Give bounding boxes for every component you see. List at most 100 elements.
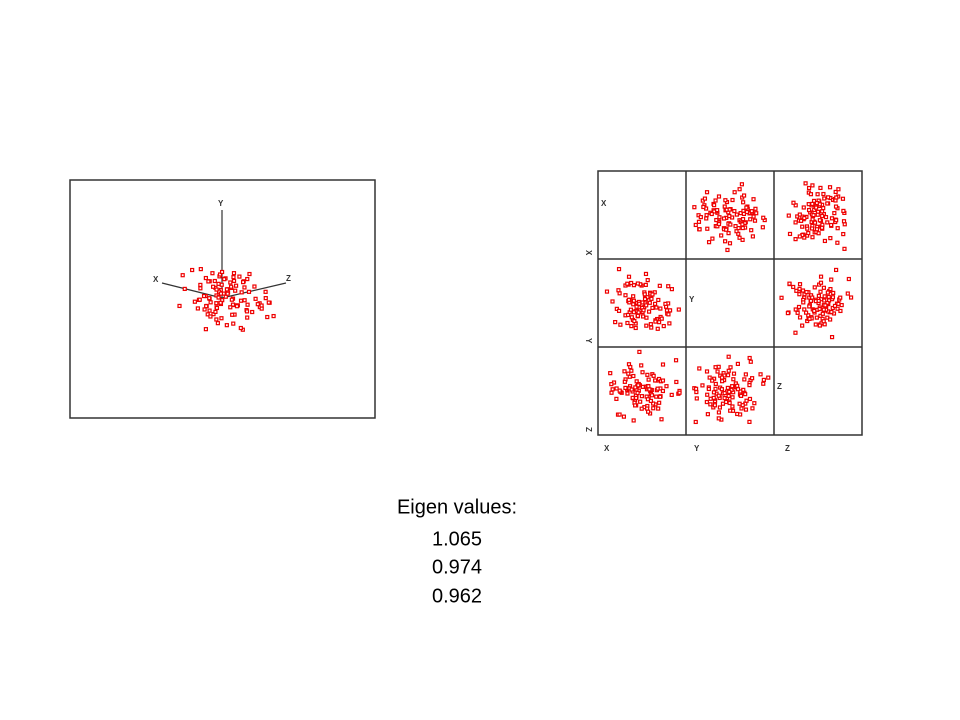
point: [238, 298, 244, 303]
point: [723, 239, 728, 244]
point: [214, 305, 220, 311]
point: [650, 292, 655, 297]
point: [647, 387, 652, 392]
point: [207, 308, 212, 313]
point: [797, 315, 803, 320]
point: [245, 276, 250, 282]
point: [237, 274, 242, 279]
point: [821, 206, 826, 211]
point: [228, 280, 233, 285]
diagonal-label: X: [601, 199, 607, 208]
point: [696, 219, 702, 224]
point: [730, 197, 735, 203]
point: [635, 390, 640, 396]
point: [797, 292, 802, 297]
point: [725, 247, 730, 253]
point: [815, 212, 820, 217]
point: [666, 312, 671, 317]
point: [250, 309, 255, 315]
point: [829, 335, 835, 340]
point: [633, 403, 638, 408]
point: [743, 407, 749, 412]
point: [716, 194, 722, 199]
point: [817, 323, 822, 328]
point: [711, 390, 717, 395]
point: [749, 228, 754, 233]
point: [625, 320, 630, 326]
point: [825, 201, 830, 206]
point: [633, 385, 638, 390]
point: [638, 399, 643, 404]
point: [761, 377, 766, 383]
point: [740, 237, 745, 242]
point: [646, 377, 651, 382]
point: [731, 377, 736, 382]
point: [806, 207, 812, 213]
point: [829, 222, 834, 228]
point: [225, 291, 230, 296]
point: [259, 306, 264, 311]
point: [219, 269, 225, 275]
point: [813, 322, 818, 327]
point: [204, 304, 209, 309]
point: [806, 202, 811, 207]
point: [657, 320, 662, 325]
point: [201, 293, 207, 299]
point: [719, 233, 724, 238]
point: [625, 281, 630, 286]
point: [728, 408, 733, 413]
bottom-label: X: [604, 444, 610, 453]
diagonal-label: Z: [777, 382, 782, 391]
point: [710, 378, 715, 383]
point: [206, 279, 211, 284]
point: [631, 302, 636, 307]
point: [621, 414, 627, 419]
point: [727, 207, 732, 212]
point: [743, 392, 748, 397]
point: [216, 281, 221, 286]
point: [825, 220, 830, 225]
point: [210, 271, 215, 276]
point: [841, 231, 846, 237]
point: [752, 218, 758, 223]
point: [735, 387, 741, 392]
point: [263, 296, 268, 301]
point: [704, 213, 709, 218]
point: [791, 200, 796, 205]
point: [797, 286, 802, 291]
side-label: Z: [584, 427, 593, 432]
point: [834, 195, 839, 200]
point: [698, 214, 703, 220]
point: [656, 406, 661, 411]
point: [845, 291, 850, 296]
point: [829, 277, 834, 282]
point: [639, 406, 644, 411]
point: [794, 288, 799, 293]
point: [802, 307, 807, 312]
point: [840, 196, 846, 201]
point: [735, 361, 740, 367]
point: [728, 222, 733, 227]
point: [246, 289, 252, 294]
point: [252, 284, 257, 289]
point: [628, 364, 633, 370]
point: [666, 284, 671, 289]
point: [821, 191, 826, 197]
point: [623, 293, 628, 298]
point: [212, 278, 217, 284]
diagonal-label: Y: [689, 295, 695, 304]
point: [636, 310, 641, 315]
point: [709, 211, 714, 217]
point: [708, 396, 713, 401]
point: [793, 307, 798, 312]
point: [713, 381, 718, 387]
point: [630, 395, 635, 400]
point: [793, 220, 798, 225]
side-label: X: [584, 250, 593, 256]
point: [649, 296, 654, 301]
point: [631, 294, 636, 299]
point: [609, 382, 614, 387]
point: [722, 396, 727, 401]
point: [823, 303, 828, 308]
point: [692, 205, 697, 210]
